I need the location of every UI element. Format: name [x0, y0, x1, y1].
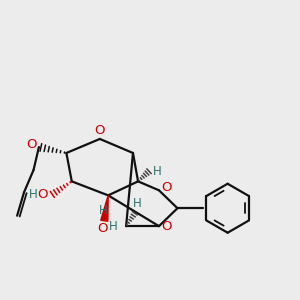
Text: H: H — [99, 204, 108, 218]
Text: H: H — [29, 188, 38, 201]
Text: O: O — [161, 220, 172, 232]
Text: H: H — [133, 197, 142, 210]
Text: O: O — [98, 222, 108, 235]
Text: O: O — [161, 181, 172, 194]
Polygon shape — [101, 195, 108, 221]
Text: H: H — [109, 220, 118, 232]
Text: H: H — [153, 165, 162, 178]
Text: O: O — [37, 188, 48, 201]
Text: O: O — [94, 124, 104, 137]
Text: O: O — [26, 138, 37, 151]
